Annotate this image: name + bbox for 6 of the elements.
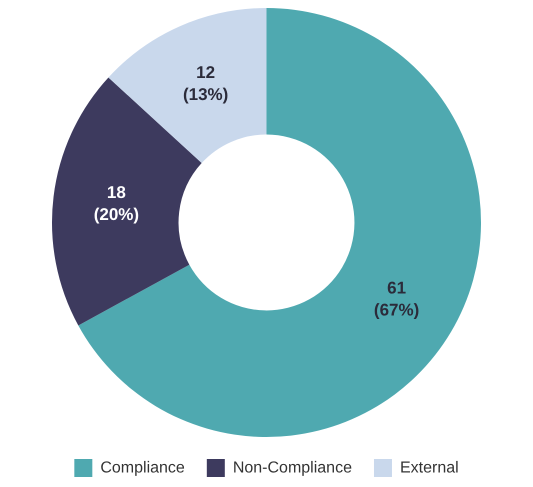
legend-label: External [400,459,459,476]
data-label: 12 (13%) [182,62,228,104]
legend-label: Non-Compliance [232,459,352,476]
data-label: 18 (20%) [94,182,140,224]
data-label: 61 (67%) [374,278,420,320]
legend-label: Compliance [100,459,185,476]
